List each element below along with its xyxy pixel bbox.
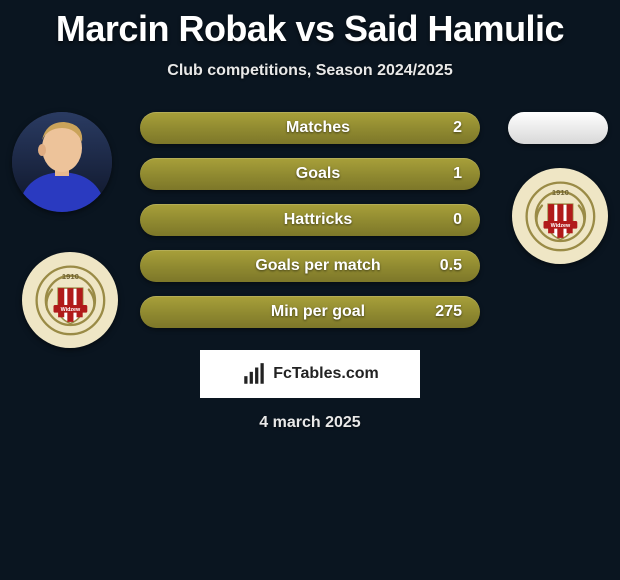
stat-value-right: 275	[435, 303, 462, 321]
stats-area: 1910 Widzew 1910 Widzew	[0, 112, 620, 328]
stat-value-right: 0	[453, 211, 462, 229]
club-right-badge: 1910 Widzew	[512, 168, 608, 264]
player-right-avatar-blank	[508, 112, 608, 144]
stat-bars: Matches 2 Goals 1 Hattricks 0 Goals per …	[140, 112, 480, 328]
bars-chart-icon	[241, 361, 267, 387]
page-title: Marcin Robak vs Said Hamulic	[0, 0, 620, 50]
stat-label: Hattricks	[148, 211, 488, 229]
stat-label: Matches	[148, 119, 488, 137]
club-left-badge: 1910 Widzew	[22, 252, 118, 348]
club-name-text: Widzew	[60, 307, 80, 313]
stat-bar-goals: Goals 1	[140, 158, 480, 190]
stat-label: Goals	[148, 165, 488, 183]
svg-text:1910: 1910	[551, 187, 568, 196]
brand-box: FcTables.com	[200, 350, 420, 398]
stat-bar-goals-per-match: Goals per match 0.5	[140, 250, 480, 282]
stat-value-right: 2	[453, 119, 462, 137]
brand-text: FcTables.com	[273, 365, 379, 383]
stat-label: Goals per match	[148, 257, 488, 275]
stat-bar-hattricks: Hattricks 0	[140, 204, 480, 236]
stat-value-right: 0.5	[440, 257, 462, 275]
club-year-text: 1910	[61, 271, 78, 280]
subtitle: Club competitions, Season 2024/2025	[0, 62, 620, 80]
date-text: 4 march 2025	[0, 414, 620, 432]
stat-bar-min-per-goal: Min per goal 275	[140, 296, 480, 328]
svg-text:Widzew: Widzew	[550, 223, 570, 229]
stat-bar-matches: Matches 2	[140, 112, 480, 144]
player-left-avatar	[12, 112, 112, 212]
stat-value-right: 1	[453, 165, 462, 183]
